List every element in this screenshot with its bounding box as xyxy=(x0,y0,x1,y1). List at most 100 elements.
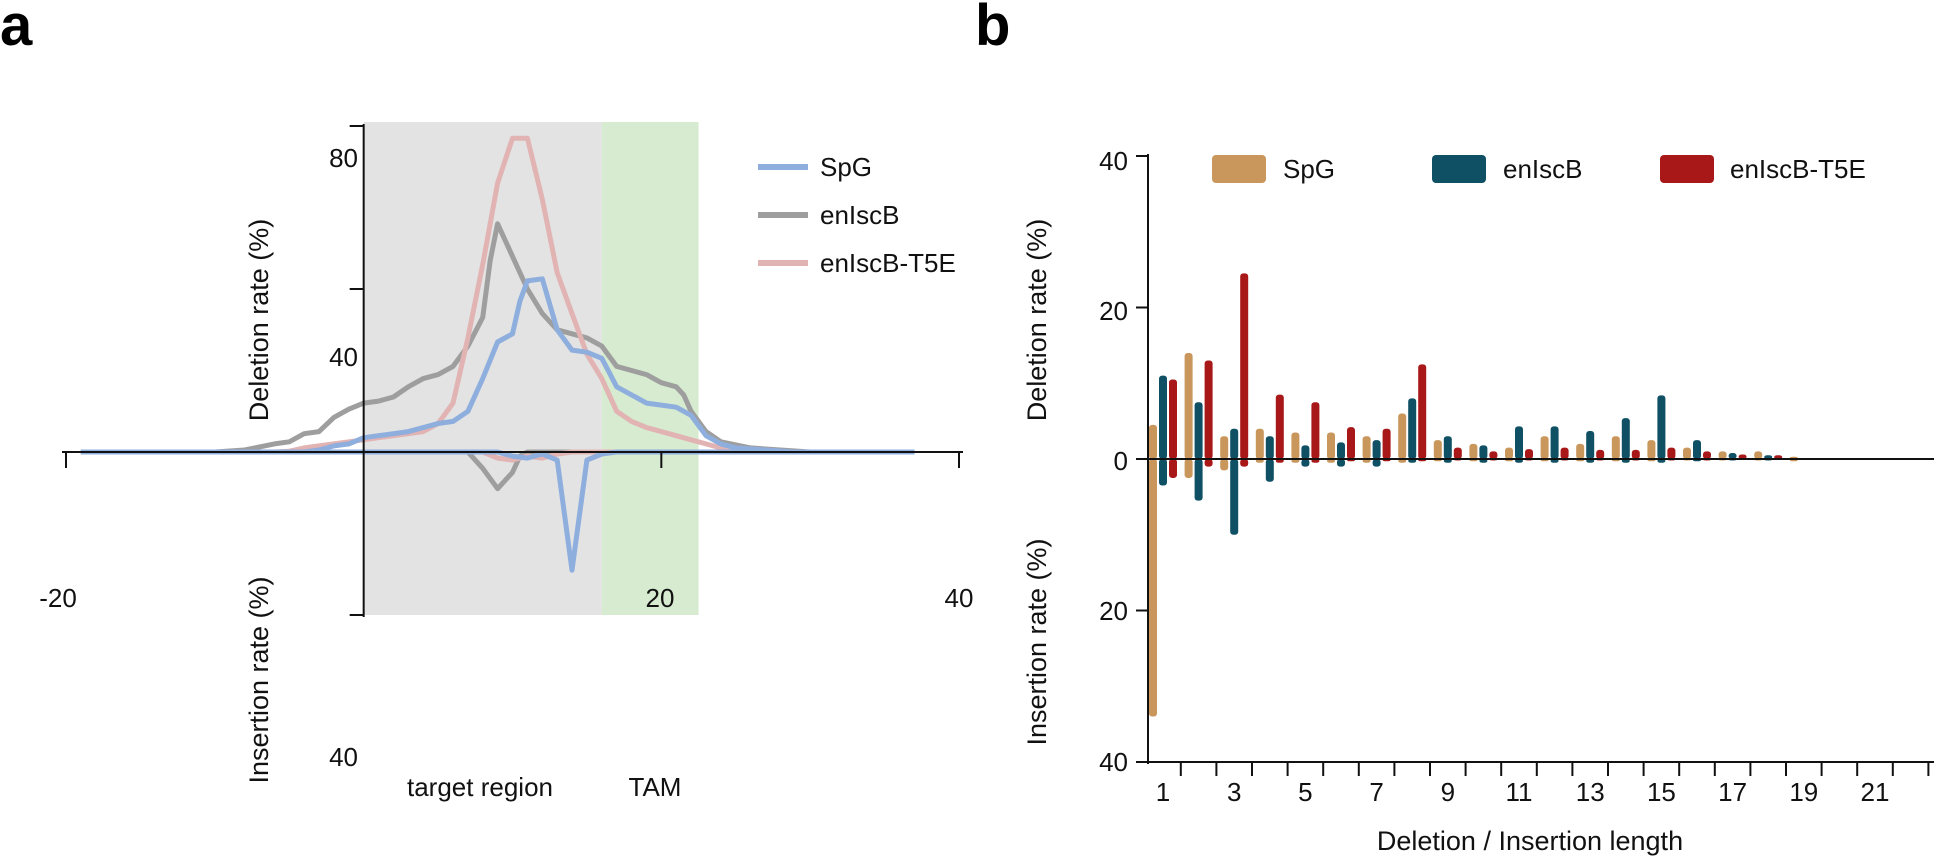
legend-swatch-spg xyxy=(1212,155,1266,183)
deletion-bar-spg xyxy=(1647,440,1656,459)
y-tick-label-insertion-40: 40 xyxy=(329,742,358,772)
legend-label-eniscb: enIscB xyxy=(820,200,900,230)
deletion-bar-spg xyxy=(1362,436,1371,459)
legend-a: SpG enIscB enIscB-T5E xyxy=(758,152,956,278)
insertion-bar-eniscb xyxy=(1301,459,1310,467)
y-tick-label-insertion-40: 40 xyxy=(1099,747,1128,777)
insertion-bar-eniscb-t5e xyxy=(1169,459,1177,478)
deletion-bar-eniscb xyxy=(1372,440,1381,459)
insertion-bar-spg xyxy=(1220,459,1229,471)
deletion-bar-eniscb-t5e xyxy=(1738,454,1747,459)
insertion-bar-eniscb xyxy=(1194,459,1203,501)
y-axis-title-deletion: Deletion rate (%) xyxy=(1022,219,1052,422)
deletion-bar-eniscb xyxy=(1693,440,1701,459)
deletion-bar-eniscb-t5e xyxy=(1240,273,1249,459)
deletion-bar-spg xyxy=(1611,436,1620,459)
x-tick-label-5: 5 xyxy=(1298,777,1312,807)
deletion-bar-spg xyxy=(1718,451,1727,459)
deletion-bar-eniscb xyxy=(1194,402,1203,459)
x-tick-label-7: 7 xyxy=(1369,777,1383,807)
deletion-bar-spg xyxy=(1505,447,1513,459)
deletion-bar-eniscb-t5e xyxy=(1667,447,1676,459)
deletion-line-eniscb xyxy=(80,221,915,455)
target-region-label: target region xyxy=(407,772,553,802)
y-axis-title-insertion: Insertion rate (%) xyxy=(1022,538,1052,745)
deletion-line-spg xyxy=(80,276,915,455)
deletion-bar-eniscb xyxy=(1443,436,1452,459)
x-tick-label-15: 15 xyxy=(1647,777,1676,807)
x-tick-label-13: 13 xyxy=(1576,777,1605,807)
y-axis-title-deletion: Deletion rate (%) xyxy=(244,219,274,422)
x-tick-label-1: 1 xyxy=(1156,777,1170,807)
legend-label-spg: SpG xyxy=(820,152,872,182)
deletion-bar-eniscb-t5e xyxy=(1525,449,1533,459)
deletion-bar-spg xyxy=(1754,451,1763,459)
x-tick-label-neg20: -20 xyxy=(39,583,77,613)
y-tick-label-40: 40 xyxy=(329,342,358,372)
deletion-bar-spg xyxy=(1184,352,1193,459)
deletion-bar-eniscb xyxy=(1230,428,1239,459)
deletion-bar-eniscb xyxy=(1621,418,1630,459)
deletion-bar-eniscb-t5e xyxy=(1418,364,1427,459)
deletion-bar-eniscb xyxy=(1408,398,1417,459)
x-tick-label-40: 40 xyxy=(945,583,974,613)
x-tick-labels: 1 3 5 7 9 11 13 15 17 19 21 xyxy=(1156,777,1890,807)
x-tick-label-17: 17 xyxy=(1718,777,1747,807)
deletion-bar-spg xyxy=(1540,436,1549,459)
deletion-bar-eniscb xyxy=(1657,395,1666,459)
deletion-bar-spg xyxy=(1220,436,1229,459)
deletion-bar-spg xyxy=(1149,424,1157,459)
deletion-bar-eniscb xyxy=(1337,442,1345,459)
y-tick-label-80: 80 xyxy=(329,143,358,173)
deletion-bar-eniscb-t5e xyxy=(1169,379,1177,459)
deletion-bar-eniscb-t5e xyxy=(1489,451,1498,459)
legend-swatch-eniscb-t5e xyxy=(1660,155,1714,183)
deletion-bar-eniscb-t5e xyxy=(1204,360,1213,459)
legend-label-eniscb-t5e: enIscB-T5E xyxy=(1730,154,1866,184)
panel-b-chart: 40 20 0 20 40 1 3 5 7 9 11 13 15 17 19 21 Deletion… xyxy=(1022,146,1934,856)
legend-b: SpG enIscB enIscB-T5E xyxy=(1212,154,1866,184)
x-tick-label-9: 9 xyxy=(1441,777,1455,807)
deletion-bar-spg xyxy=(1683,447,1691,459)
deletion-bar-eniscb-t5e xyxy=(1347,427,1355,459)
x-tick-label-3: 3 xyxy=(1227,777,1241,807)
deletion-bar-eniscb-t5e xyxy=(1703,451,1711,459)
deletion-bar-eniscb xyxy=(1550,426,1559,459)
panel-b-axes xyxy=(1136,154,1934,776)
deletion-bar-eniscb-t5e xyxy=(1560,447,1569,459)
deletion-bar-eniscb xyxy=(1586,430,1595,459)
insertion-bar-eniscb-t5e xyxy=(1240,459,1249,467)
legend-label-eniscb: enIscB xyxy=(1503,154,1583,184)
deletion-bar-eniscb xyxy=(1479,445,1488,459)
legend-label-spg: SpG xyxy=(1283,154,1335,184)
deletion-bar-spg xyxy=(1291,432,1300,459)
insertion-bar-spg xyxy=(1184,459,1193,478)
panel-a-axes xyxy=(62,124,963,617)
deletion-bar-eniscb xyxy=(1265,436,1274,459)
y-tick-label-40: 40 xyxy=(1099,146,1128,176)
bar-series-group xyxy=(1149,273,1798,717)
insertion-bar-eniscb-t5e xyxy=(1204,459,1213,467)
legend-swatch-eniscb xyxy=(1432,155,1486,183)
insertion-bar-eniscb xyxy=(1265,459,1274,482)
deletion-bar-eniscb-t5e xyxy=(1382,428,1391,459)
x-axis-title: Deletion / Insertion length xyxy=(1377,826,1683,856)
deletion-bar-spg xyxy=(1327,432,1335,459)
x-tick-label-20: 20 xyxy=(646,583,675,613)
deletion-bar-eniscb-t5e xyxy=(1453,447,1462,459)
panel-a-letter: a xyxy=(0,0,33,58)
deletion-bar-eniscb-t5e xyxy=(1596,449,1605,459)
deletion-bar-eniscb xyxy=(1301,445,1310,459)
deletion-bar-spg xyxy=(1433,440,1442,459)
deletion-bar-eniscb-t5e xyxy=(1275,394,1284,459)
insertion-bar-eniscb xyxy=(1159,459,1167,486)
x-tick-label-21: 21 xyxy=(1861,777,1890,807)
insertion-bar-eniscb xyxy=(1337,459,1345,467)
panel-b-letter: b xyxy=(975,0,1010,58)
deletion-bar-eniscb xyxy=(1159,375,1167,459)
insertion-bar-eniscb xyxy=(1230,459,1239,535)
y-axis-title-insertion: Insertion rate (%) xyxy=(244,576,274,783)
tam-label: TAM xyxy=(629,772,682,802)
y-tick-label-insertion-20: 20 xyxy=(1099,596,1128,626)
